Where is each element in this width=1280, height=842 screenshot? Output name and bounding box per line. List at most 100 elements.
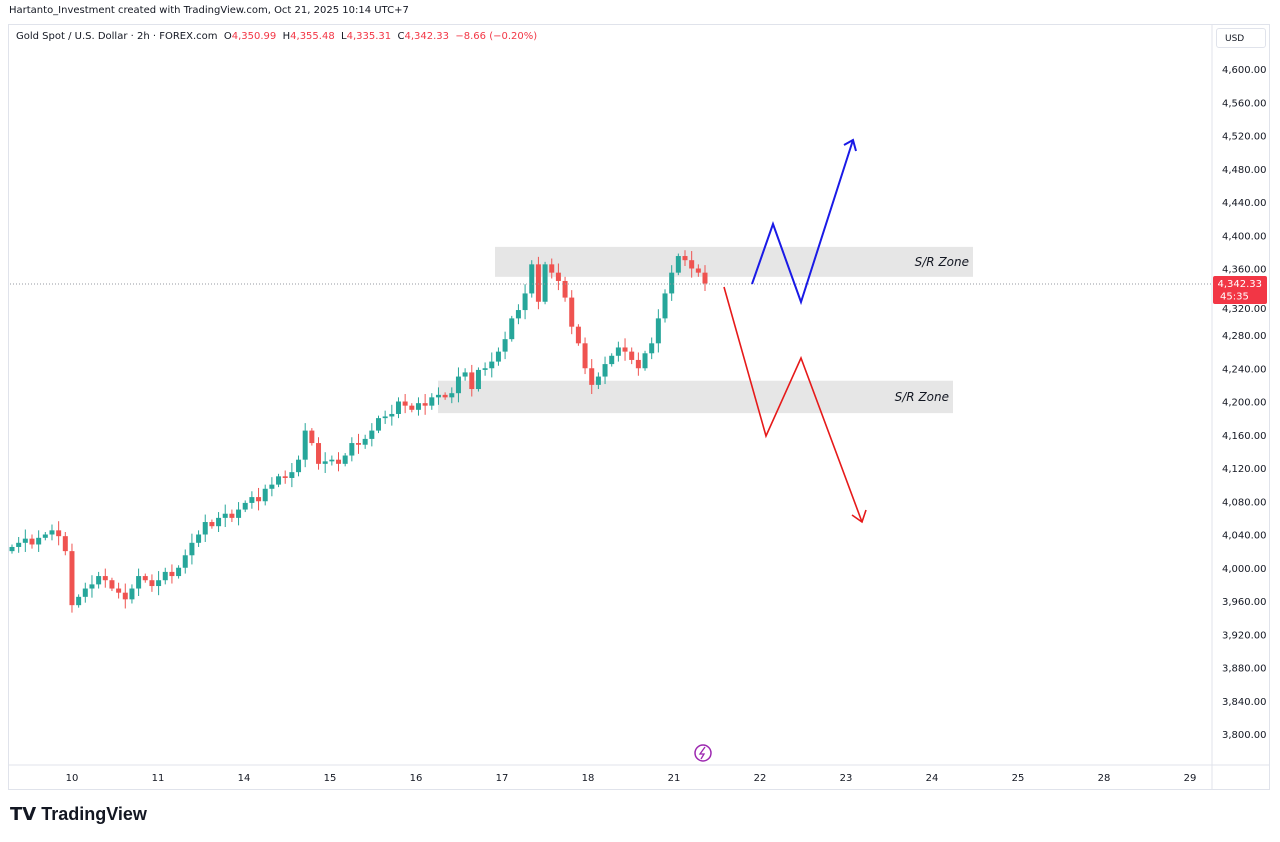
- x-tick-label: 23: [840, 773, 853, 784]
- candle-body: [96, 576, 102, 585]
- candle-body: [229, 513, 235, 518]
- x-tick-label: 25: [1012, 773, 1025, 784]
- candle-body: [169, 571, 175, 577]
- x-tick-label: 18: [582, 773, 595, 784]
- candle-body: [256, 497, 262, 502]
- y-tick-label: 4,320.00: [1222, 304, 1267, 315]
- sr-zone[interactable]: [438, 380, 953, 414]
- sr-zone-label: S/R Zone: [895, 390, 949, 404]
- candle-body: [296, 459, 302, 473]
- candle-body: [589, 368, 595, 385]
- candle-body: [196, 534, 202, 543]
- lightning-icon[interactable]: [694, 744, 712, 762]
- candle-body: [702, 272, 708, 284]
- candle-body: [395, 401, 401, 414]
- countdown-label: 45:35: [1220, 292, 1249, 303]
- candle-body: [655, 318, 661, 344]
- candle-body: [669, 272, 675, 294]
- y-tick-label: 4,160.00: [1222, 431, 1267, 442]
- candle-body: [522, 293, 528, 311]
- candle-body: [495, 351, 501, 362]
- candle-body: [615, 347, 621, 356]
- candle-body: [182, 555, 188, 568]
- candle-body: [509, 318, 515, 340]
- candle-body: [36, 537, 42, 545]
- candle-body: [209, 522, 215, 527]
- candle-body: [475, 369, 481, 390]
- logo-text: TradingView: [41, 804, 147, 824]
- candle-body: [329, 459, 335, 462]
- chart-panel[interactable]: [8, 24, 1270, 790]
- candle-body: [49, 530, 55, 535]
- tv-logo-icon: 𝗧𝗩: [10, 804, 42, 824]
- candle-body: [562, 280, 568, 298]
- high-value: 4,355.48: [290, 31, 335, 42]
- y-tick-label: 4,200.00: [1222, 398, 1267, 409]
- y-tick-label: 4,000.00: [1222, 564, 1267, 575]
- candle-body: [362, 438, 368, 445]
- symbol-legend: Gold Spot / U.S. Dollar · 2h · FOREX.com…: [16, 31, 537, 42]
- candle-body: [29, 538, 35, 545]
- candle-body: [409, 405, 415, 410]
- candle-body: [649, 343, 655, 354]
- candle-body: [502, 339, 508, 352]
- candle-body: [149, 580, 155, 587]
- tradingview-logo: 𝗧𝗩 TradingView: [10, 804, 147, 825]
- candle-body: [515, 310, 521, 319]
- chart-credit: Hartanto_Investment created with Trading…: [9, 5, 409, 16]
- close-label: C: [397, 31, 405, 42]
- candle-body: [342, 455, 348, 464]
- x-tick-label: 22: [754, 773, 767, 784]
- candle-body: [369, 430, 375, 439]
- candle-body: [76, 596, 82, 606]
- candle-body: [282, 476, 288, 478]
- x-tick-label: 29: [1184, 773, 1197, 784]
- candle-body: [242, 502, 248, 510]
- candle-body: [142, 576, 148, 581]
- candle-body: [222, 513, 228, 518]
- candle-body: [569, 297, 575, 327]
- candle-body: [356, 443, 361, 445]
- last-price-badge: [1213, 276, 1267, 304]
- candle-body: [455, 376, 461, 394]
- y-tick-label: 4,280.00: [1222, 331, 1267, 342]
- high-label: H: [282, 31, 291, 42]
- candle-body: [216, 517, 222, 527]
- x-tick-label: 16: [410, 773, 423, 784]
- candle-body: [575, 326, 581, 344]
- candle-body: [289, 472, 295, 478]
- candle-body: [162, 571, 168, 581]
- bearish-path[interactable]: [723, 286, 863, 523]
- candle-body: [336, 459, 342, 464]
- y-tick-label: 4,360.00: [1222, 265, 1267, 276]
- candle-body: [316, 443, 322, 464]
- candle-body: [189, 542, 195, 556]
- candle-body: [695, 268, 701, 273]
- y-tick-label: 4,600.00: [1222, 65, 1267, 76]
- candle-body: [422, 403, 428, 406]
- candle-body: [609, 355, 615, 365]
- y-tick-label: 4,480.00: [1222, 165, 1267, 176]
- candle-body: [116, 588, 122, 593]
- candle-body: [435, 394, 441, 398]
- candle-body: [442, 394, 448, 398]
- y-tick-label: 4,240.00: [1222, 364, 1267, 375]
- candle-body: [302, 430, 308, 460]
- currency-button[interactable]: USD: [1216, 28, 1266, 48]
- y-tick-label: 4,560.00: [1222, 98, 1267, 109]
- candle-body: [89, 584, 95, 589]
- y-tick-label: 4,400.00: [1222, 231, 1267, 242]
- sr-zone[interactable]: [495, 246, 973, 277]
- candle-body: [529, 264, 535, 294]
- candle-body: [129, 588, 135, 600]
- candle-body: [9, 546, 15, 552]
- candle-body: [82, 588, 88, 597]
- candle-body: [582, 343, 588, 369]
- bullish-path[interactable]: [751, 139, 854, 306]
- candle-body: [549, 264, 555, 273]
- y-tick-label: 3,800.00: [1222, 730, 1267, 741]
- candle-body: [602, 364, 608, 377]
- candle-body: [429, 397, 435, 406]
- y-tick-label: 3,960.00: [1222, 597, 1267, 608]
- x-tick-label: 17: [496, 773, 509, 784]
